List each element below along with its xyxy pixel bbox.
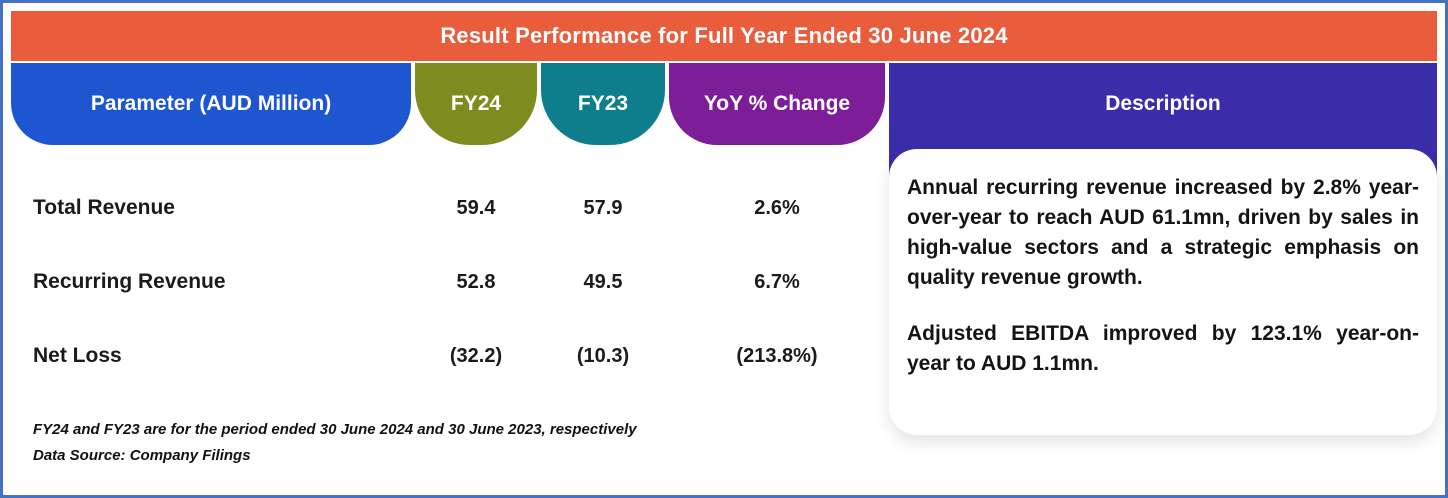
fy23-value: (10.3) — [576, 344, 630, 367]
description-panel: Description Annual recurring revenue inc… — [889, 63, 1437, 435]
description-paragraph-revenue: Annual recurring revenue increased by 2.… — [907, 176, 1419, 290]
results-table: Parameter (AUD Million) FY24 FY23 YoY % … — [11, 63, 885, 473]
column-header-yoy: YoY % Change — [669, 63, 885, 145]
fy24-value: (32.2) — [449, 344, 503, 367]
column-header-description-label: Description — [1105, 92, 1221, 115]
fy23-value: 49.5 — [583, 270, 623, 293]
yoy-value: 2.6% — [754, 196, 800, 219]
description-card: Annual recurring revenue increased by 2.… — [889, 149, 1437, 435]
description-paragraph-ebitda: Adjusted EBITDA improved by 123.1% year-… — [907, 322, 1419, 376]
table-row-net-loss: Net Loss (32.2) (10.3) (213.8%) — [11, 319, 885, 393]
table-body: Total Revenue 59.4 57.9 2.6% Recurring R… — [11, 171, 885, 393]
row-label: Recurring Revenue — [33, 270, 226, 293]
footnote-period: FY24 and FY23 are for the period ended 3… — [33, 421, 637, 438]
page-title: Result Performance for Full Year Ended 3… — [440, 23, 1008, 48]
fy24-value: 52.8 — [456, 270, 496, 293]
yoy-value: (213.8%) — [736, 344, 818, 367]
table-row-recurring-revenue: Recurring Revenue 52.8 49.5 6.7% — [11, 245, 885, 319]
column-header-description: Description — [889, 63, 1437, 145]
fy23-value: 57.9 — [583, 196, 623, 219]
fy24-value: 59.4 — [456, 196, 496, 219]
column-header-parameter-label: Parameter (AUD Million) — [90, 92, 332, 115]
table-row-total-revenue: Total Revenue 59.4 57.9 2.6% — [11, 171, 885, 245]
column-header-parameter: Parameter (AUD Million) — [11, 63, 411, 145]
row-label: Net Loss — [33, 344, 122, 367]
column-header-fy24-label: FY24 — [450, 92, 502, 115]
footnotes: FY24 and FY23 are for the period ended 3… — [11, 421, 885, 464]
footnote-data-source: Data Source: Company Filings — [33, 447, 251, 464]
column-header-fy23: FY23 — [541, 63, 665, 145]
column-header-yoy-label: YoY % Change — [703, 92, 851, 115]
yoy-value: 6.7% — [754, 270, 800, 293]
row-label: Total Revenue — [33, 196, 175, 219]
title-banner: Result Performance for Full Year Ended 3… — [11, 11, 1437, 61]
column-header-fy23-label: FY23 — [577, 92, 629, 115]
table-header-row: Parameter (AUD Million) FY24 FY23 YoY % … — [11, 63, 885, 145]
main-content: Parameter (AUD Million) FY24 FY23 YoY % … — [11, 63, 1437, 473]
column-header-fy24: FY24 — [415, 63, 537, 145]
